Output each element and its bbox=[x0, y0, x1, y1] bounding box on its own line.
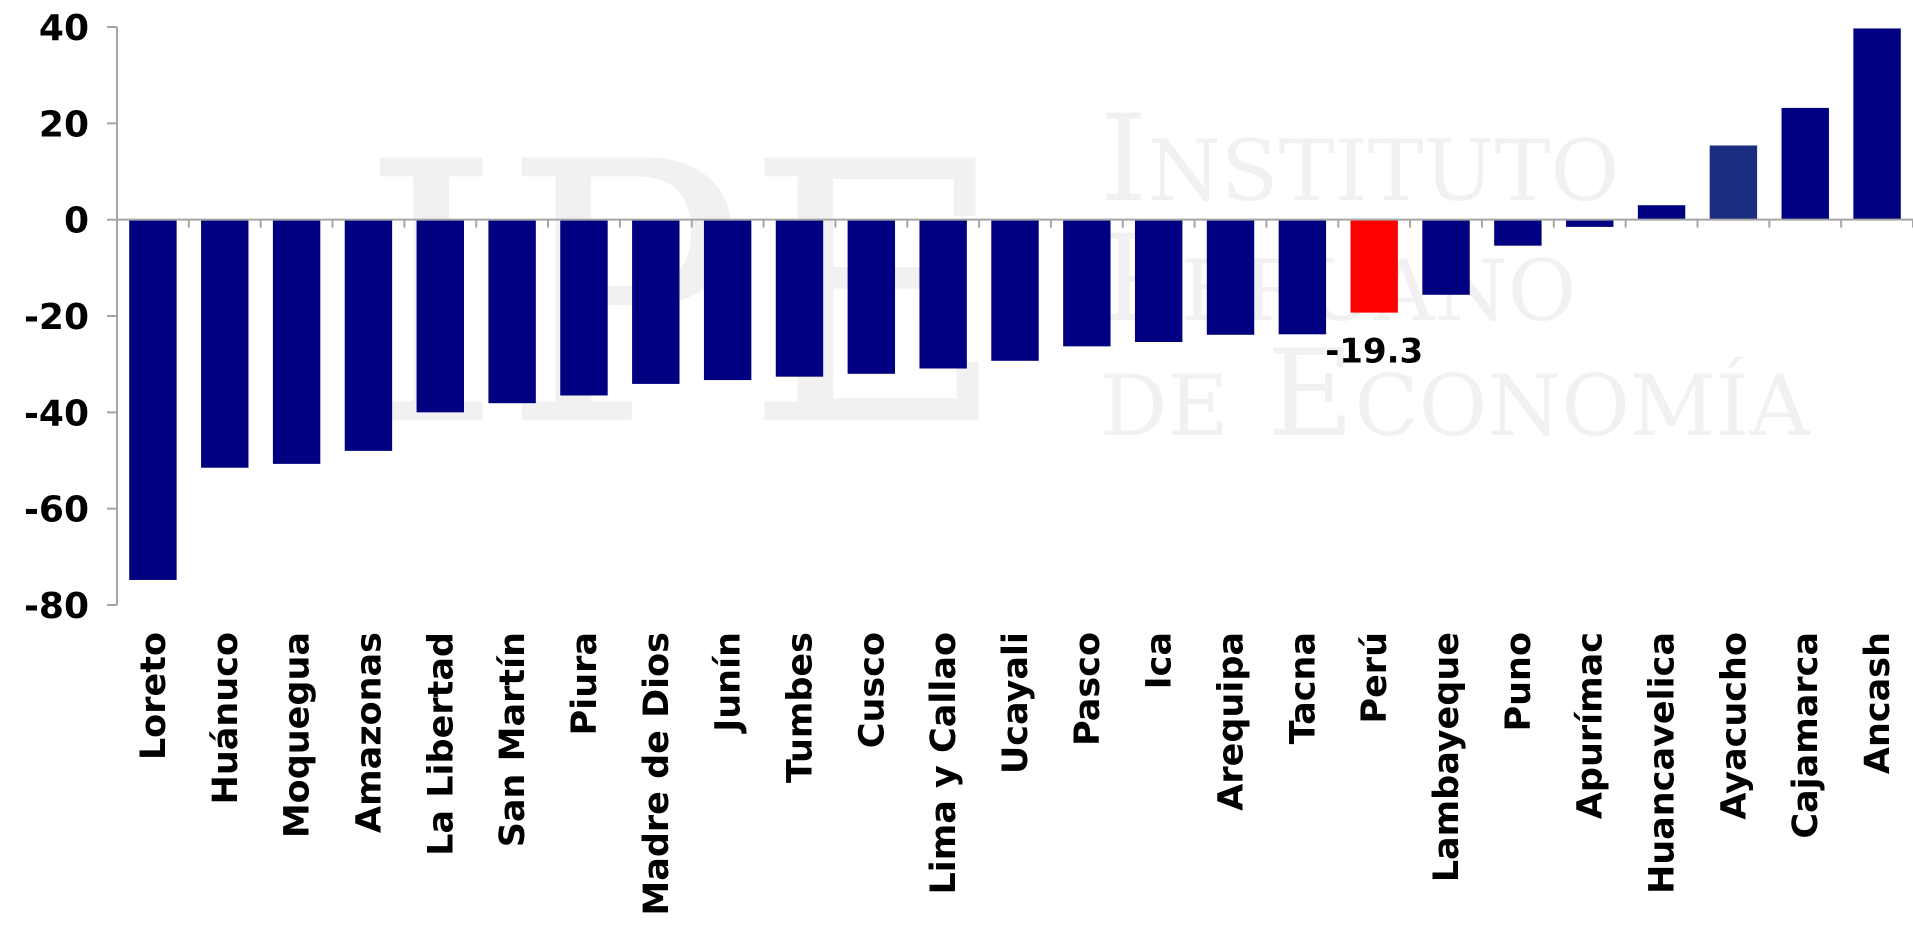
x-tick-label: Junín bbox=[709, 632, 749, 734]
y-tick-label: -20 bbox=[24, 297, 89, 338]
x-tick-label: Tacna bbox=[1283, 632, 1323, 744]
data-label: -19.3 bbox=[1325, 332, 1423, 372]
bar-san-martín bbox=[488, 219, 536, 404]
x-tick-label: Madre de Dios bbox=[637, 632, 677, 916]
x-tick-label: Huancavelica bbox=[1643, 632, 1683, 894]
bar-perú bbox=[1350, 219, 1398, 313]
y-tick-label: 40 bbox=[39, 8, 89, 49]
bars-group bbox=[129, 28, 1901, 580]
x-tick-label: Loreto bbox=[134, 632, 174, 760]
x-tick-label: Lambayeque bbox=[1427, 632, 1467, 882]
watermark-line-1: Instituto bbox=[1100, 90, 1619, 229]
x-tick-label: Cajamarca bbox=[1786, 632, 1826, 839]
bar-lima-y-callao bbox=[919, 219, 967, 369]
watermark-logo: IPE bbox=[360, 86, 1007, 505]
y-tick-label: -80 bbox=[24, 586, 89, 627]
bar-loreto bbox=[129, 219, 177, 580]
bar-cajamarca bbox=[1781, 107, 1829, 220]
y-tick-label: -60 bbox=[24, 490, 89, 531]
bar-madre-de-dios bbox=[632, 219, 680, 384]
x-tick-label: Moquegua bbox=[278, 632, 318, 838]
y-tick-label: 20 bbox=[39, 104, 89, 145]
bar-ayacucho bbox=[1709, 145, 1758, 220]
bar-apurímac bbox=[1566, 219, 1614, 227]
x-tick-label: Ayacucho bbox=[1714, 632, 1754, 820]
bar-ancash bbox=[1853, 28, 1901, 220]
x-tick-label: Apurímac bbox=[1571, 632, 1611, 819]
y-tick-label: 0 bbox=[64, 201, 89, 242]
bar-moquegua bbox=[272, 219, 321, 464]
bar-ucayali bbox=[991, 219, 1039, 361]
x-tick-label: Piura bbox=[565, 632, 605, 735]
x-tick-label: Lima y Callao bbox=[924, 632, 964, 895]
x-tick-label: San Martín bbox=[493, 632, 533, 847]
bar-pasco bbox=[1063, 219, 1111, 347]
bar-tumbes bbox=[775, 219, 824, 377]
x-tick-label: Amazonas bbox=[349, 632, 389, 833]
bar-tacna bbox=[1278, 219, 1327, 335]
bar-junín bbox=[703, 219, 752, 381]
bar-amazonas bbox=[344, 219, 393, 451]
x-tick-label: Cusco bbox=[852, 632, 892, 748]
x-tick-label: Perú bbox=[1355, 632, 1395, 724]
x-tick-label: Huánuco bbox=[206, 632, 246, 804]
x-tick-label: Ucayali bbox=[996, 632, 1036, 774]
watermark: IPE Instituto Peruano de Economía bbox=[360, 86, 1811, 505]
y-tick-label: -40 bbox=[24, 393, 89, 434]
x-tick-label: Ancash bbox=[1858, 632, 1898, 774]
bar-arequipa bbox=[1206, 219, 1255, 335]
axes-group bbox=[107, 26, 1913, 606]
x-tick-label: Puno bbox=[1499, 632, 1539, 732]
bar-huancavelica bbox=[1637, 205, 1686, 220]
bar-la-libertad bbox=[416, 219, 464, 413]
bar-puno bbox=[1494, 219, 1542, 246]
bar-piura bbox=[560, 219, 608, 396]
labels-group: -80 -60 -40 -20 0 20 40 Loreto Huánuco Moquegua Am… bbox=[24, 8, 1898, 916]
x-tick-label: Arequipa bbox=[1212, 632, 1252, 811]
x-tick-label: Tumbes bbox=[780, 632, 820, 783]
watermark-line-3: de Economía bbox=[1100, 325, 1811, 464]
bar-lambayeque bbox=[1422, 219, 1470, 295]
bar-cusco bbox=[847, 219, 896, 374]
x-tick-label: Ica bbox=[1140, 632, 1180, 689]
x-tick-label: La Libertad bbox=[421, 632, 461, 856]
bar-ica bbox=[1134, 219, 1183, 343]
x-tick-label: Pasco bbox=[1068, 632, 1108, 746]
bar-huánuco bbox=[201, 219, 249, 468]
